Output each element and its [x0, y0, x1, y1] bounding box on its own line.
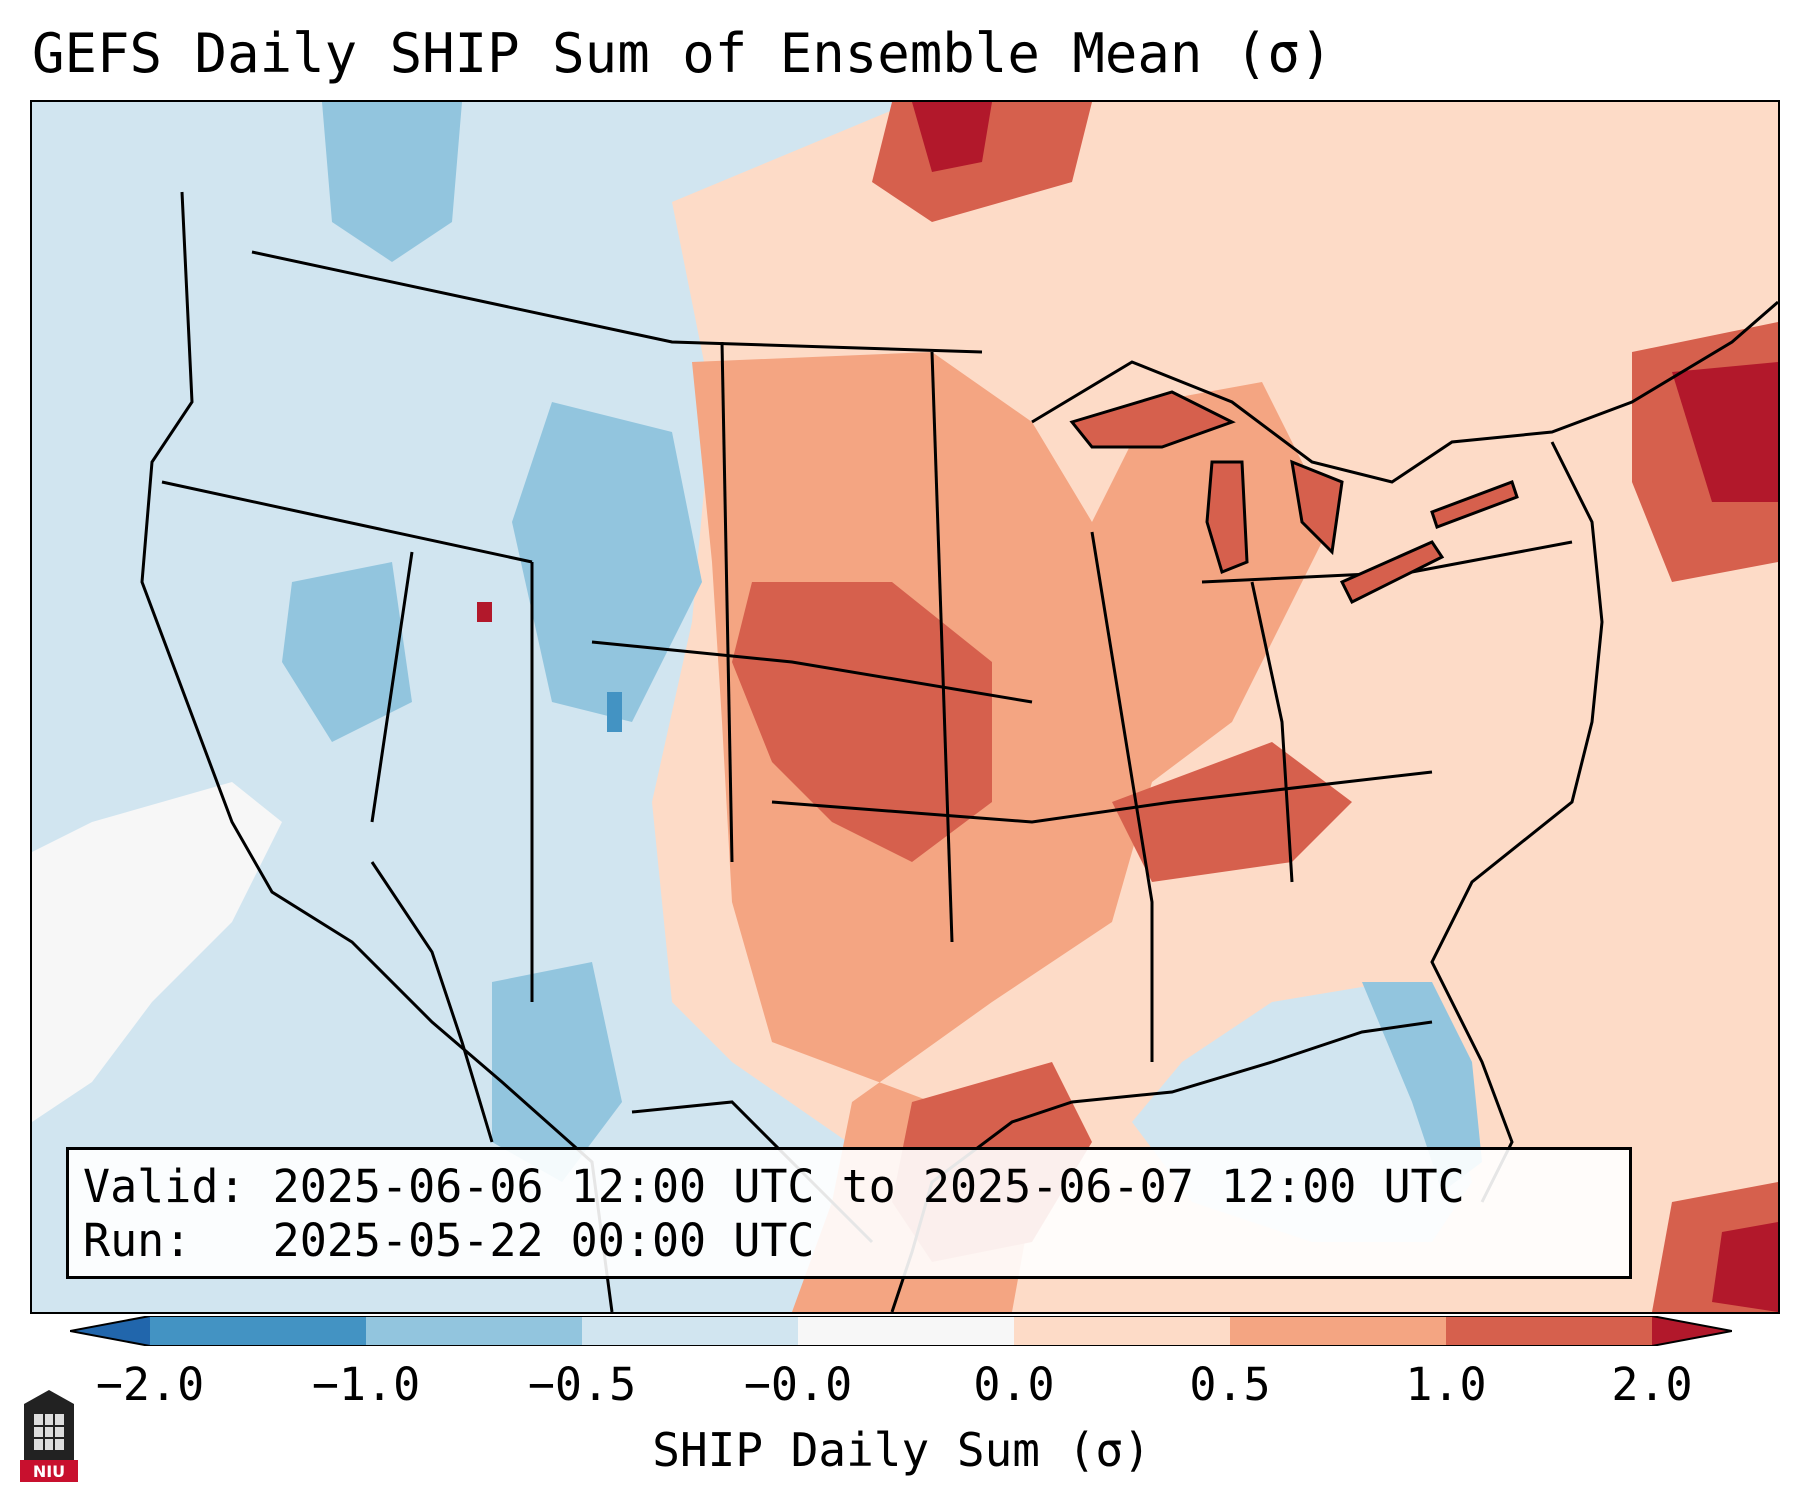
extreme-positive-caribbean	[1712, 1222, 1778, 1312]
strong-positive-kansas	[732, 582, 992, 862]
lake-ontario	[1430, 480, 1519, 529]
east-coast-line	[1430, 441, 1604, 1203]
state-line-2	[720, 341, 734, 863]
great-lakes	[1069, 390, 1519, 605]
colorbar-bin	[798, 1316, 1014, 1346]
colorbar-bin	[366, 1316, 582, 1346]
colorbar-under-arrow	[70, 1316, 150, 1346]
strong-positive-utah-pixel	[477, 602, 492, 622]
state-line-7	[370, 551, 414, 823]
map-panel	[30, 100, 1780, 1314]
colorbar-bin	[1230, 1316, 1446, 1346]
colorbar-tick-label: 1.0	[1405, 1358, 1487, 1411]
lake-michigan	[1205, 460, 1249, 575]
validity-info-box: Valid: 2025-06-06 12:00 UTC to 2025-06-0…	[66, 1147, 1632, 1279]
colorbar-label: SHIP Daily Sum (σ)	[652, 1423, 1151, 1477]
negative-region-northwest	[322, 102, 462, 262]
baja-coast	[370, 861, 494, 1143]
colorbar-tick-label: −2.0	[95, 1358, 205, 1411]
colorbar-tick-label: −0.5	[527, 1358, 637, 1411]
state-line-1	[161, 480, 533, 564]
colorbar-tick-label: −0.0	[743, 1358, 853, 1411]
run-time: 2025-05-22 00:00 UTC	[272, 1214, 815, 1267]
valid-range: 2025-06-06 12:00 UTC to 2025-06-07 12:00…	[272, 1160, 1465, 1213]
coastline-borders	[140, 191, 1778, 1312]
valid-label: Valid:	[83, 1160, 246, 1213]
lake-erie	[1339, 540, 1445, 605]
florida-negative-region	[1362, 982, 1482, 1192]
colorbar-tick-label: −1.0	[311, 1358, 421, 1411]
colorbar-tick-label: 2.0	[1611, 1358, 1693, 1411]
state-line-9	[1090, 531, 1154, 1062]
canada-border	[251, 250, 983, 354]
negative-region-nevada	[282, 562, 412, 742]
colorbar-tick-label: 0.0	[973, 1358, 1055, 1411]
logo-text: NIU	[33, 1462, 65, 1481]
lake-huron	[1290, 459, 1344, 556]
colorbar-tick-label: 0.5	[1189, 1358, 1271, 1411]
state-line-3	[930, 351, 954, 943]
strong-positive-tennessee	[1112, 742, 1352, 882]
lake-superior	[1069, 390, 1236, 449]
colorbar	[70, 1316, 1732, 1346]
negative-region-colorado	[512, 402, 702, 722]
pacific-neutral-band	[32, 782, 282, 1122]
extreme-positive-newengland	[1672, 362, 1778, 502]
northeast-border	[1031, 300, 1778, 484]
west-coast-line	[140, 191, 614, 1312]
chart-title: GEFS Daily SHIP Sum of Ensemble Mean (σ)	[32, 22, 1333, 85]
map-canvas	[32, 102, 1778, 1312]
state-line-10	[1250, 581, 1294, 883]
colorbar-bin	[150, 1316, 366, 1346]
colorbar-bin	[1446, 1316, 1652, 1346]
niu-logo: NIU	[20, 1390, 78, 1482]
strong-negative-colorado-pixel	[607, 692, 622, 732]
state-line-5	[771, 770, 1433, 824]
colorbar-bin	[1014, 1316, 1230, 1346]
state-line-4	[591, 640, 1033, 704]
extreme-positive-canada	[912, 102, 992, 172]
run-label: Run:	[83, 1214, 192, 1267]
colorbar-over-arrow	[1652, 1316, 1732, 1346]
negative-region-mexico	[492, 962, 622, 1182]
colorbar-bin	[582, 1316, 798, 1346]
